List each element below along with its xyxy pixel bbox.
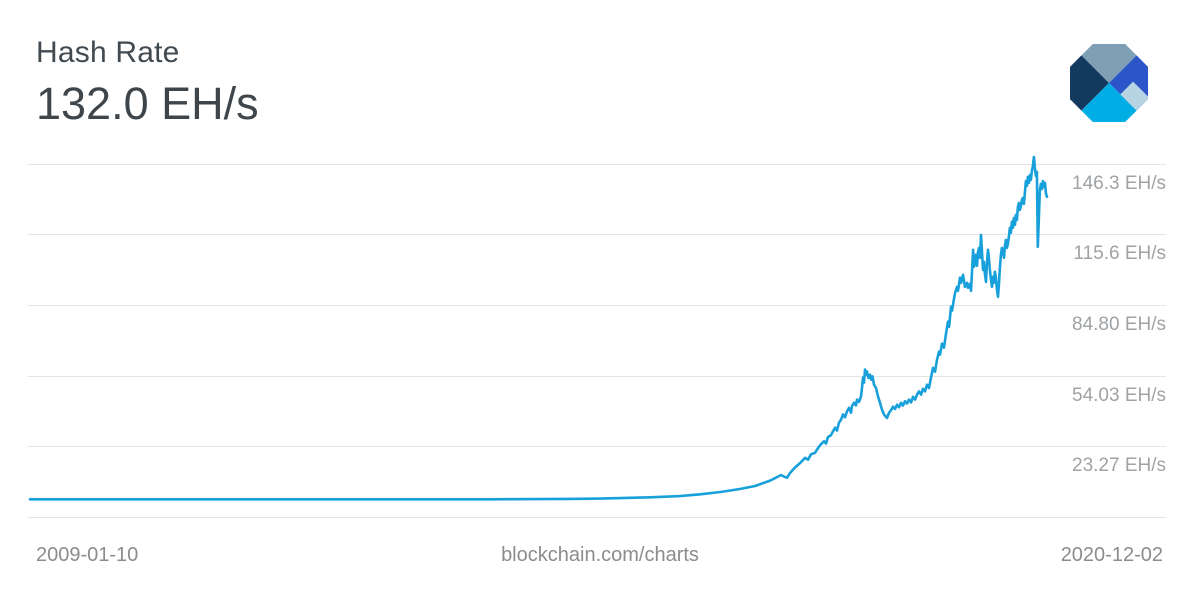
logo-cyan-quad bbox=[1081, 83, 1137, 123]
x-axis-line bbox=[28, 517, 1166, 518]
page-title: Hash Rate bbox=[36, 36, 180, 69]
logo-pale-quad bbox=[1120, 81, 1149, 111]
watermark-url: blockchain.com/charts bbox=[501, 544, 699, 566]
y-tick-label: 115.6 EH/s bbox=[1073, 243, 1166, 265]
gridline bbox=[28, 164, 1166, 166]
gridline bbox=[28, 375, 1166, 377]
y-tick-label: 84.80 EH/s bbox=[1072, 314, 1166, 335]
y-tick-label: 23.27 EH/s bbox=[1072, 455, 1166, 476]
gridline bbox=[28, 305, 1166, 306]
x-axis-start-date-label: 2009-01-10 bbox=[36, 544, 139, 566]
logo-slate-quad bbox=[1081, 43, 1137, 83]
hashrate-series-path bbox=[28, 155, 1049, 501]
gridline bbox=[28, 446, 1166, 447]
gridline bbox=[28, 234, 1166, 236]
y-tick-label: 54.03 EH/s bbox=[1072, 384, 1166, 406]
current-hash-rate-value: 132.0 EH/s bbox=[36, 78, 259, 129]
y-tick-label: 146.3 EH/s bbox=[1072, 173, 1166, 195]
x-axis-end-date-label: 2020-12-02 bbox=[1060, 544, 1163, 566]
blockchain-logo-icon bbox=[1051, 25, 1167, 141]
